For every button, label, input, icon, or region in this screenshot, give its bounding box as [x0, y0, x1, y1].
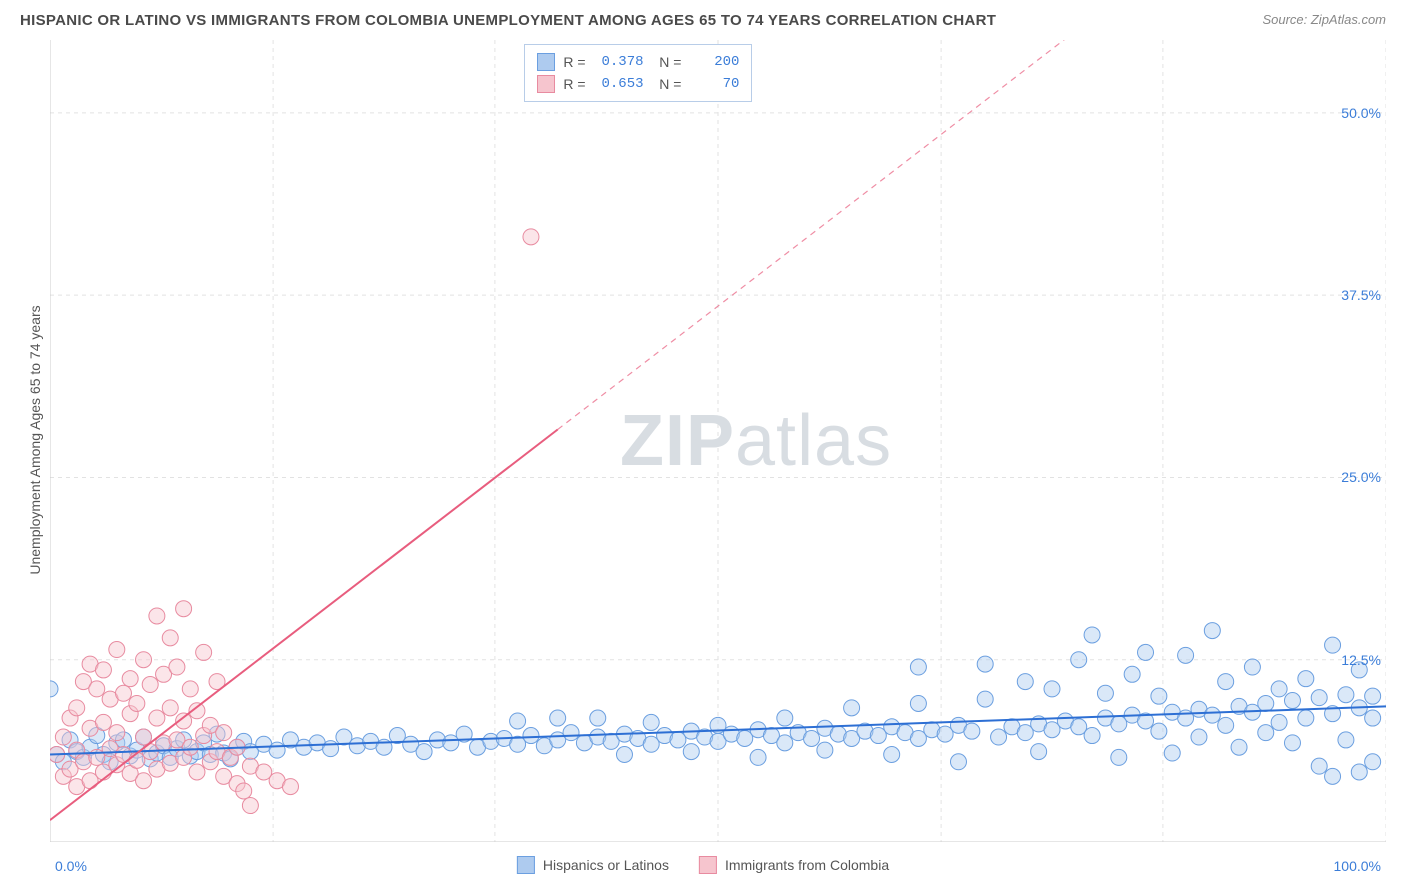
y-tick-label: 25.0% — [1341, 469, 1381, 485]
legend-item: Hispanics or Latinos — [517, 856, 669, 874]
y-tick-label: 12.5% — [1341, 652, 1381, 668]
legend-n-label: N = — [652, 76, 682, 92]
legend-r-value: 0.378 — [594, 54, 644, 70]
legend-n-value: 200 — [689, 54, 739, 70]
series-legend: Hispanics or Latinos Immigrants from Colo… — [517, 856, 889, 874]
x-tick-min: 0.0% — [55, 858, 87, 874]
y-tick-label: 37.5% — [1341, 287, 1381, 303]
legend-swatch — [537, 53, 555, 71]
legend-n-value: 70 — [689, 76, 739, 92]
legend-item: Immigrants from Colombia — [699, 856, 889, 874]
legend-label: Hispanics or Latinos — [543, 857, 669, 873]
chart-title: HISPANIC OR LATINO VS IMMIGRANTS FROM CO… — [20, 12, 996, 29]
source-attribution: Source: ZipAtlas.com — [1262, 12, 1386, 27]
y-axis-label: Unemployment Among Ages 65 to 74 years — [27, 290, 43, 590]
legend-swatch — [699, 856, 717, 874]
legend-label: Immigrants from Colombia — [725, 857, 889, 873]
legend-n-label: N = — [652, 54, 682, 70]
plot-area — [50, 40, 1386, 842]
legend-r-label: R = — [563, 54, 585, 70]
legend-swatch — [517, 856, 535, 874]
legend-row: R = 0.653 N = 70 — [537, 73, 739, 95]
x-tick-max: 100.0% — [1334, 858, 1381, 874]
legend-row: R = 0.378 N = 200 — [537, 51, 739, 73]
legend-r-value: 0.653 — [594, 76, 644, 92]
y-tick-label: 50.0% — [1341, 105, 1381, 121]
scatter-chart — [50, 40, 1386, 842]
legend-swatch — [537, 75, 555, 93]
correlation-legend: R = 0.378 N = 200R = 0.653 N = 70 — [524, 44, 752, 102]
legend-r-label: R = — [563, 76, 585, 92]
